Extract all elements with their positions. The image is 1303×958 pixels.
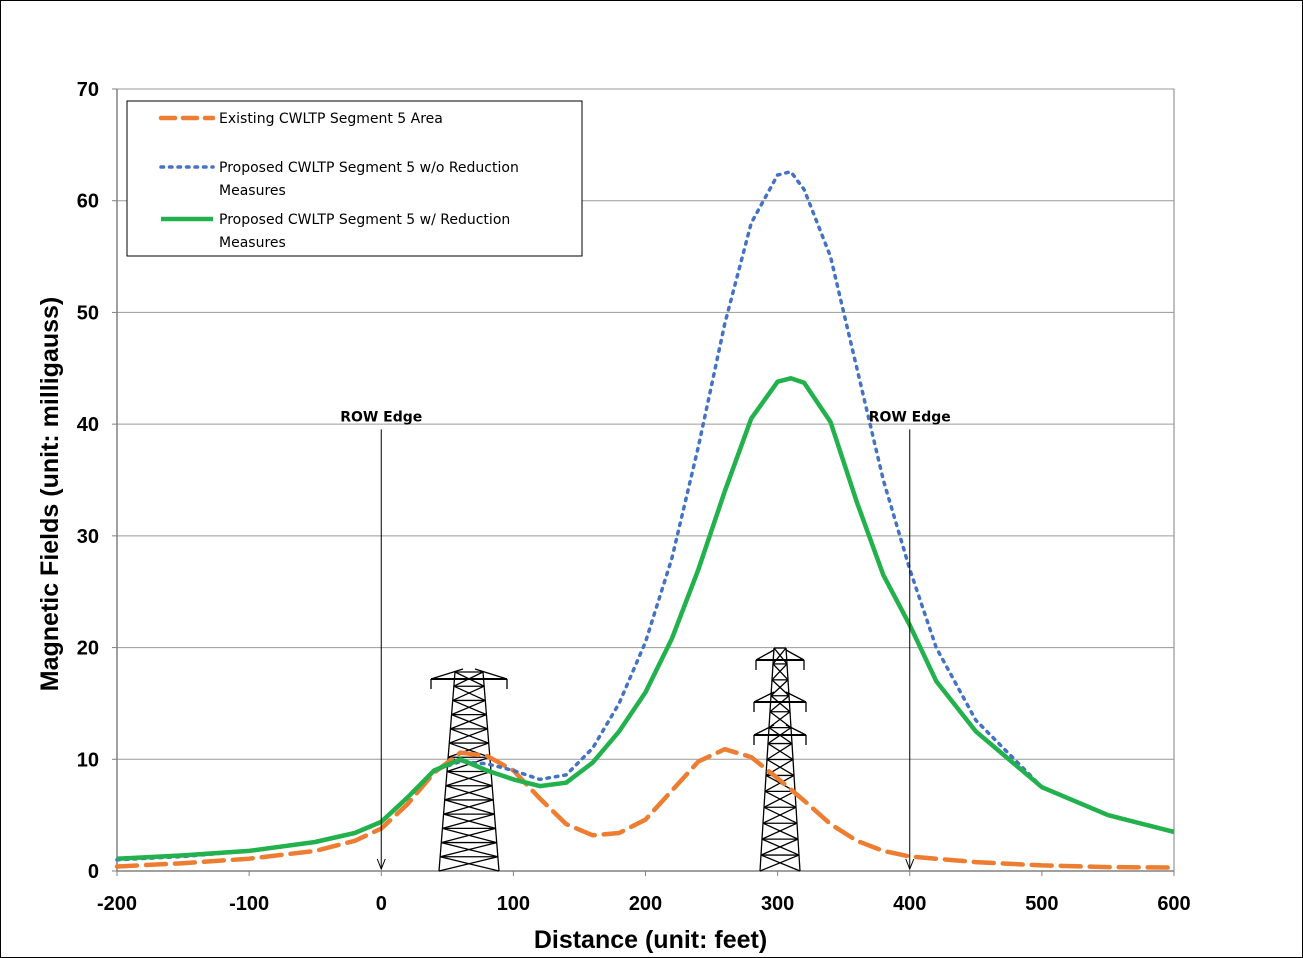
y-tick-label: 50 bbox=[77, 302, 99, 324]
arrow-head bbox=[905, 858, 915, 871]
legend-box bbox=[126, 100, 583, 257]
x-tick-label: 400 bbox=[893, 893, 926, 915]
x-tick-label: 200 bbox=[629, 893, 662, 915]
y-tick-label: 30 bbox=[77, 526, 99, 548]
y-tick-label: 10 bbox=[77, 749, 99, 771]
x-axis-title: Distance (unit: feet) bbox=[534, 926, 767, 954]
arrow-head bbox=[376, 858, 386, 871]
x-tick-label: 600 bbox=[1157, 893, 1190, 915]
series-line-3 bbox=[116, 376, 1175, 861]
x-tick-label: -200 bbox=[97, 893, 137, 915]
x-tick-label: 100 bbox=[497, 893, 530, 915]
legend-label-3: Proposed CWLTP Segment 5 w/ Reduction Mea… bbox=[219, 212, 510, 251]
x-tick-label: 0 bbox=[376, 893, 387, 915]
row-edge-label: ROW Edge bbox=[869, 409, 951, 425]
tower-icon bbox=[430, 668, 508, 872]
x-tick-label: -100 bbox=[229, 893, 269, 915]
y-tick-label: 20 bbox=[77, 638, 99, 660]
y-tick-label: 0 bbox=[88, 861, 99, 883]
tower-icon bbox=[753, 647, 807, 872]
y-tick-label: 70 bbox=[77, 79, 99, 101]
x-tick-label: 300 bbox=[761, 893, 794, 915]
y-tick-label: 40 bbox=[77, 414, 99, 436]
legend-label-2: Proposed CWLTP Segment 5 w/o Reduction Me… bbox=[219, 160, 519, 199]
series-line-1 bbox=[114, 746, 1177, 870]
x-tick-label: 500 bbox=[1025, 893, 1058, 915]
y-axis-title: Magnetic Fields (unit: milligauss) bbox=[36, 297, 64, 691]
row-edge-label: ROW Edge bbox=[340, 409, 422, 425]
legend-label-1: Existing CWLTP Segment 5 Area bbox=[219, 111, 443, 127]
y-tick-label: 60 bbox=[77, 191, 99, 213]
